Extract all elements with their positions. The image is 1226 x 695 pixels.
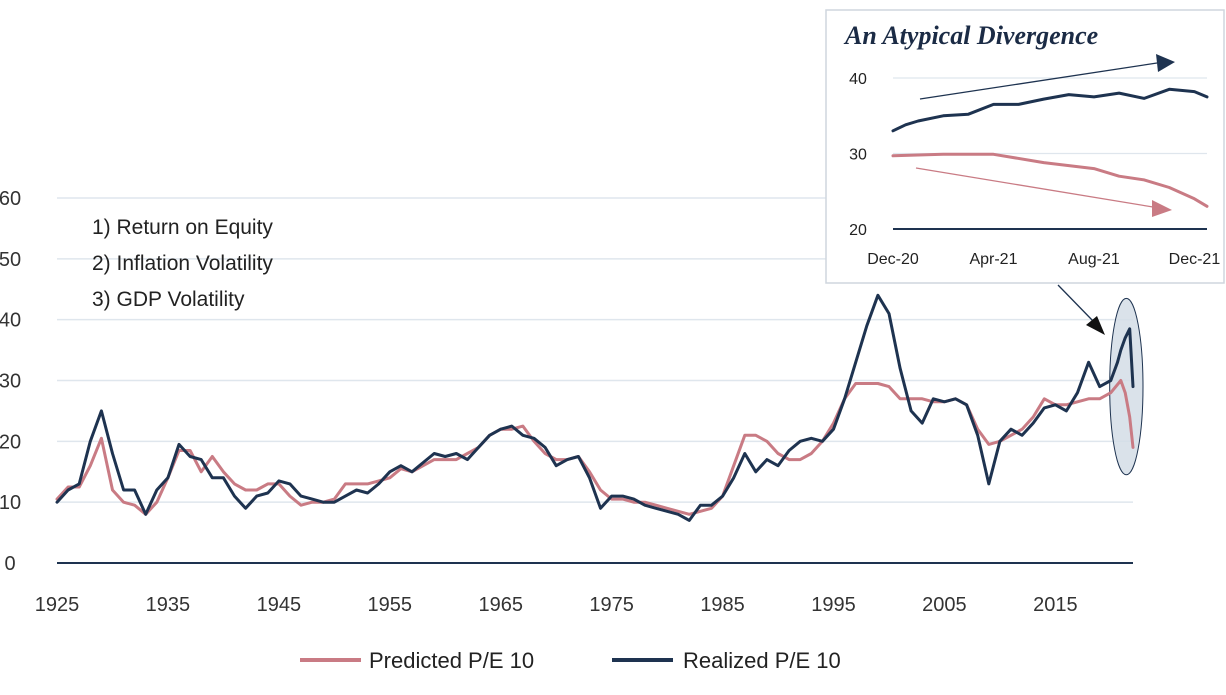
main-gridlines: [57, 197, 1133, 503]
callout-arrow-head: [1086, 316, 1105, 335]
main-y-tick-label: 0: [4, 553, 15, 575]
recent-period-ellipse: [1109, 297, 1144, 476]
main-series: [55, 293, 1135, 522]
main-y-axis-ticks: 0 10 20 30 40 50 60: [0, 188, 21, 575]
inset-y-axis-ticks: 20 30 40: [849, 71, 867, 239]
inset-x-tick-label: Aug-21: [1068, 251, 1120, 268]
main-y-tick-label: 30: [0, 371, 21, 393]
inset-trend-arrows: [915, 54, 1175, 217]
callout-arrow-shaft: [1057, 284, 1095, 323]
inset-y-tick-label: 40: [849, 71, 867, 88]
legend: Predicted P/E 10 Realized P/E 10: [300, 648, 841, 673]
inset-x-tick-label: Dec-20: [867, 251, 919, 268]
inset-x-axis-ticks: Dec-20 Apr-21 Aug-21 Dec-21: [867, 251, 1220, 268]
legend-predicted-label: Predicted P/E 10: [369, 648, 534, 673]
inset-up-arrow-head: [1156, 54, 1175, 72]
main-x-tick-label: 1935: [146, 594, 191, 616]
main-x-tick-label: 1925: [35, 594, 80, 616]
inset-frame: [825, 9, 1225, 284]
inset-series: [891, 87, 1209, 208]
recent-period-highlight: [1109, 297, 1144, 476]
note-2: 2) Inflation Volatility: [92, 252, 273, 275]
factor-notes: 1) Return on Equity 2) Inflation Volatil…: [92, 216, 273, 311]
inset-up-arrow-shaft: [919, 62, 1158, 100]
main-x-tick-label: 1955: [368, 594, 413, 616]
inset-y-tick-label: 20: [849, 222, 867, 239]
inset-panel: An Atypical Divergence 20 30 40 Dec-20 Apr-…: [825, 9, 1225, 284]
note-3: 3) GDP Volatility: [92, 288, 245, 311]
main-x-axis-ticks: 1925 1935 1945 1955 1965 1975 1985 1995 2005 2015: [35, 594, 1078, 616]
inset-predicted-line: [891, 152, 1209, 208]
main-x-tick-label: 1985: [700, 594, 745, 616]
realized-pe10-line: [55, 293, 1135, 522]
main-x-tick-label: 1945: [257, 594, 302, 616]
main-x-tick-label: 2015: [1033, 594, 1078, 616]
main-x-tick-label: 1975: [589, 594, 634, 616]
main-x-tick-label: 2005: [922, 594, 967, 616]
inset-down-arrow-head: [1152, 200, 1172, 217]
inset-y-tick-label: 30: [849, 147, 867, 164]
inset-x-tick-label: Apr-21: [969, 251, 1017, 268]
inset-x-tick-label: Dec-21: [1169, 251, 1221, 268]
main-y-tick-label: 20: [0, 431, 21, 453]
note-1: 1) Return on Equity: [92, 216, 273, 239]
main-x-tick-label: 1995: [811, 594, 856, 616]
legend-realized-label: Realized P/E 10: [683, 648, 841, 673]
inset-title: An Atypical Divergence: [843, 21, 1098, 50]
main-y-tick-label: 40: [0, 310, 21, 332]
inset-down-arrow-shaft: [915, 167, 1154, 208]
main-y-tick-label: 50: [0, 249, 21, 271]
inset-realized-line: [891, 87, 1209, 133]
callout-arrow: [1057, 284, 1105, 335]
main-x-tick-label: 1965: [478, 594, 523, 616]
main-y-tick-label: 60: [0, 188, 21, 210]
main-y-tick-label: 10: [0, 492, 21, 514]
